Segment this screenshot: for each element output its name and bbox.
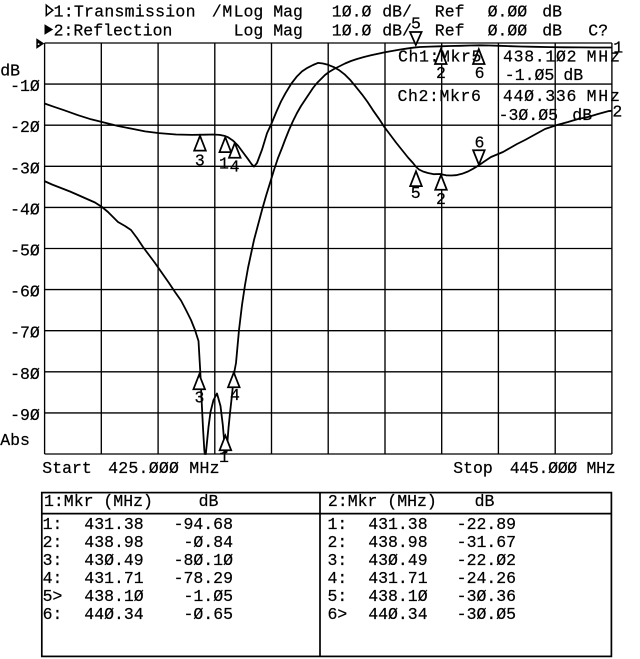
svg-text:1: 1 xyxy=(219,155,229,174)
svg-text:44Ø.34: 44Ø.34 xyxy=(84,605,144,624)
svg-text:dB/: dB/ xyxy=(382,21,412,40)
svg-text:/M: /M xyxy=(212,2,233,21)
svg-text:dB: dB xyxy=(542,21,562,40)
svg-text:1:: 1: xyxy=(328,515,348,534)
svg-text:Log Mag: Log Mag xyxy=(234,2,303,21)
svg-text:43Ø.49: 43Ø.49 xyxy=(368,551,427,570)
svg-text:1:: 1: xyxy=(43,515,63,534)
svg-text:-22.Ø2: -22.Ø2 xyxy=(457,551,516,570)
svg-text:44Ø.34: 44Ø.34 xyxy=(368,605,428,624)
svg-text:-1Ø: -1Ø xyxy=(10,77,40,96)
svg-text:431.38: 431.38 xyxy=(368,515,427,534)
svg-text:dB: dB xyxy=(475,492,495,511)
svg-text:-Ø.65: -Ø.65 xyxy=(183,605,233,624)
svg-text:-4Ø: -4Ø xyxy=(10,200,40,219)
svg-text:dB: dB xyxy=(0,62,20,81)
svg-text:-24.26: -24.26 xyxy=(457,569,516,588)
svg-text:-22.89: -22.89 xyxy=(457,515,516,534)
svg-text:1: 1 xyxy=(219,448,229,467)
svg-text:Ref: Ref xyxy=(435,21,465,40)
svg-text:1Ø.Ø: 1Ø.Ø xyxy=(332,21,372,40)
svg-text:-3Ø.Ø5: -3Ø.Ø5 xyxy=(499,106,558,125)
svg-text:-78.29: -78.29 xyxy=(174,569,233,588)
svg-text:1:Mkr (MHz): 1:Mkr (MHz) xyxy=(44,492,153,511)
svg-text:-5Ø: -5Ø xyxy=(10,242,40,261)
svg-text:4:: 4: xyxy=(328,569,348,588)
svg-text:3: 3 xyxy=(195,152,205,171)
svg-text:445.ØØØ MHz: 445.ØØØ MHz xyxy=(510,459,616,478)
svg-text:425.ØØØ MHz: 425.ØØØ MHz xyxy=(108,459,220,478)
svg-text:-9Ø: -9Ø xyxy=(10,406,40,425)
svg-text:431.38: 431.38 xyxy=(84,515,143,534)
svg-text:Ø.ØØ: Ø.ØØ xyxy=(488,21,528,40)
svg-text:-3Ø.36: -3Ø.36 xyxy=(457,587,516,606)
svg-text:C?: C? xyxy=(588,21,608,40)
svg-text:6: 6 xyxy=(474,134,484,153)
svg-text:3: 3 xyxy=(195,389,205,408)
svg-text:2:Reflection: 2:Reflection xyxy=(54,21,173,40)
svg-text:-2Ø: -2Ø xyxy=(10,118,40,137)
svg-text:-94.68: -94.68 xyxy=(174,515,233,534)
svg-text:2: 2 xyxy=(436,64,446,83)
svg-text:-3Ø: -3Ø xyxy=(10,159,40,178)
svg-text:-1.Ø5: -1.Ø5 xyxy=(183,587,233,606)
svg-text:4: 4 xyxy=(230,158,240,177)
svg-text:dB: dB xyxy=(199,492,219,511)
svg-text:3:: 3: xyxy=(328,551,348,570)
svg-text:-6Ø: -6Ø xyxy=(10,283,40,302)
svg-text:Abs: Abs xyxy=(0,431,30,450)
svg-text:MHz: MHz xyxy=(587,87,622,106)
svg-text:-7Ø: -7Ø xyxy=(10,324,40,343)
svg-text:Ch1:Mkr5: Ch1:Mkr5 xyxy=(398,47,482,66)
svg-text:dB: dB xyxy=(563,66,583,85)
svg-text:-8Ø.1Ø: -8Ø.1Ø xyxy=(174,551,234,570)
svg-text:Ref: Ref xyxy=(435,2,465,21)
svg-text:2: 2 xyxy=(436,190,446,209)
svg-text:438.98: 438.98 xyxy=(368,533,427,552)
svg-text:2:: 2: xyxy=(43,533,63,552)
svg-text:2:: 2: xyxy=(328,533,348,552)
svg-text:Stop: Stop xyxy=(453,459,493,478)
svg-text:438.1Ø2: 438.1Ø2 xyxy=(503,47,577,66)
svg-text:5>: 5> xyxy=(43,587,63,606)
svg-text:1: 1 xyxy=(613,39,623,58)
svg-text:dB/: dB/ xyxy=(382,2,412,21)
svg-text:438.1Ø: 438.1Ø xyxy=(84,587,144,606)
svg-text:3:: 3: xyxy=(43,551,63,570)
svg-text:5:: 5: xyxy=(328,587,348,606)
svg-text:dB: dB xyxy=(542,2,562,21)
svg-text:438.1Ø: 438.1Ø xyxy=(368,587,428,606)
svg-text:431.71: 431.71 xyxy=(368,569,428,588)
svg-text:4:: 4: xyxy=(43,569,63,588)
svg-text:6: 6 xyxy=(475,64,485,83)
svg-text:Log Mag: Log Mag xyxy=(234,21,303,40)
svg-text:44Ø.336: 44Ø.336 xyxy=(503,87,577,106)
svg-text:1:Transmission: 1:Transmission xyxy=(54,2,196,21)
svg-text:431.71: 431.71 xyxy=(84,569,144,588)
svg-text:Ø.ØØ: Ø.ØØ xyxy=(488,2,528,21)
svg-text:1Ø.Ø: 1Ø.Ø xyxy=(332,2,372,21)
svg-text:43Ø.49: 43Ø.49 xyxy=(84,551,143,570)
svg-text:6>: 6> xyxy=(328,605,348,624)
svg-text:MHz: MHz xyxy=(587,47,622,66)
svg-text:438.98: 438.98 xyxy=(84,533,143,552)
svg-text:2: 2 xyxy=(612,103,622,122)
svg-text:dB: dB xyxy=(572,106,592,125)
svg-text:-3Ø.Ø5: -3Ø.Ø5 xyxy=(457,605,516,624)
svg-text:Ch2:Mkr6: Ch2:Mkr6 xyxy=(398,87,482,106)
svg-text:-1.Ø5: -1.Ø5 xyxy=(505,66,555,85)
svg-text:-8Ø: -8Ø xyxy=(10,365,40,384)
svg-text:5: 5 xyxy=(411,184,421,203)
svg-text:-31.67: -31.67 xyxy=(457,533,516,552)
svg-text:4: 4 xyxy=(230,386,240,405)
svg-text:-Ø.84: -Ø.84 xyxy=(183,533,233,552)
svg-text:6:: 6: xyxy=(43,605,63,624)
svg-text:Start: Start xyxy=(42,459,92,478)
svg-text:5: 5 xyxy=(411,14,421,33)
svg-text:2:Mkr (MHz): 2:Mkr (MHz) xyxy=(328,492,437,511)
